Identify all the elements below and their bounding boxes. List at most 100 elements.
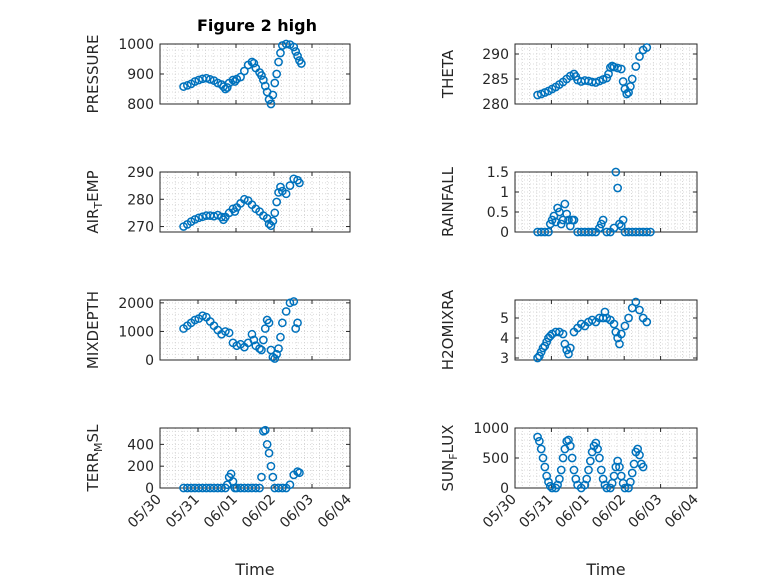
data-point	[274, 344, 283, 353]
data-point	[536, 444, 546, 454]
data-point	[260, 425, 270, 435]
data-point	[631, 297, 641, 307]
y-tick-label: 0	[500, 481, 509, 497]
data-point	[281, 189, 291, 199]
data-point	[255, 483, 264, 493]
data-point	[567, 453, 577, 463]
data-point	[598, 215, 608, 225]
data-point	[289, 174, 299, 184]
y-axis-label: RAINFALL	[439, 166, 457, 237]
y-tick-label: 0	[145, 481, 154, 497]
data-point	[558, 215, 568, 225]
data-point	[281, 307, 291, 316]
data-point	[620, 483, 630, 493]
y-axis-label: THETA	[439, 49, 457, 99]
x-tick-label: 06/03	[626, 492, 666, 532]
data-point	[278, 318, 287, 328]
panel-mixdepth: 0 1000 2000 MIXDEPTH	[84, 291, 351, 369]
y-tick-label: 290	[482, 47, 509, 63]
data-point	[642, 227, 652, 237]
panel-air-temp: 270 280 290 AIRTEMP	[84, 165, 351, 236]
data-point	[635, 305, 644, 315]
data-point	[190, 315, 200, 325]
data-point	[281, 39, 291, 49]
data-point	[276, 332, 285, 342]
data-point	[274, 57, 283, 67]
data-point	[270, 208, 280, 218]
axes-box	[514, 299, 698, 361]
panel-pressure: 800 900 1000 PRESSURE	[84, 35, 351, 114]
data-point	[620, 321, 630, 331]
y-axis-label: PRESSURE	[84, 35, 102, 114]
x-tick-label: 05/30	[480, 492, 520, 532]
data-point	[535, 436, 544, 446]
data-point	[221, 84, 230, 94]
data-point	[642, 317, 652, 327]
y-tick-label: 270	[127, 220, 154, 236]
x-tick-label: 06/01	[201, 492, 241, 532]
data-point	[230, 77, 240, 86]
data-point	[631, 62, 641, 71]
y-tick-label: 1000	[473, 421, 509, 437]
data-point	[259, 335, 268, 345]
data-point	[602, 227, 612, 237]
y-tick-label: 3	[500, 351, 509, 367]
data-point	[584, 465, 593, 475]
y-axis-label: SUNFLUX	[439, 425, 460, 492]
axes-box	[514, 171, 698, 233]
y-axis-label: TERRMSL	[84, 424, 105, 493]
data-point	[540, 227, 550, 237]
data-point	[596, 465, 606, 475]
data-point	[268, 472, 278, 482]
data-point	[266, 99, 276, 109]
data-point	[646, 227, 655, 237]
y-axis-label: H2OMIXRA	[439, 289, 457, 370]
data-point	[202, 73, 211, 83]
data-point	[262, 440, 272, 449]
data-point	[613, 183, 622, 193]
data-point	[642, 43, 652, 52]
data-point	[615, 462, 624, 472]
data-point	[221, 327, 230, 336]
data-point	[270, 78, 280, 88]
y-tick-label: 2000	[118, 296, 154, 312]
data-point	[291, 324, 301, 333]
data-point	[627, 74, 637, 84]
data-point	[542, 337, 552, 347]
data-point	[565, 441, 575, 451]
x-tick-label: 05/31	[163, 492, 203, 532]
data-point	[194, 213, 204, 223]
data-point	[553, 203, 562, 213]
data-point	[251, 483, 261, 493]
data-point	[295, 468, 304, 478]
axes-box	[159, 299, 351, 361]
data-point	[240, 66, 249, 76]
data-point	[224, 328, 234, 338]
data-point	[545, 331, 555, 341]
data-point	[582, 474, 592, 484]
y-tick-label: 1	[500, 185, 509, 201]
data-point	[230, 207, 240, 216]
data-point	[257, 472, 266, 482]
data-point	[585, 456, 595, 466]
y-tick-label: 1000	[118, 324, 154, 340]
data-point	[558, 453, 568, 463]
x-tick-label: 06/02	[589, 492, 629, 532]
x-tick-label: 05/30	[125, 492, 165, 532]
y-tick-label: 0	[145, 353, 154, 369]
data-point	[595, 453, 604, 463]
data-point	[616, 64, 626, 74]
data-point	[222, 83, 232, 92]
data-point	[276, 182, 285, 192]
data-point	[533, 90, 542, 100]
data-point	[257, 71, 266, 80]
y-axis-label: AIRTEMP	[84, 170, 105, 233]
data-point	[289, 42, 299, 52]
data-point	[624, 313, 633, 323]
data-point	[556, 465, 566, 475]
data-point	[297, 59, 306, 68]
y-axis-label: MIXDEPTH	[84, 291, 102, 369]
